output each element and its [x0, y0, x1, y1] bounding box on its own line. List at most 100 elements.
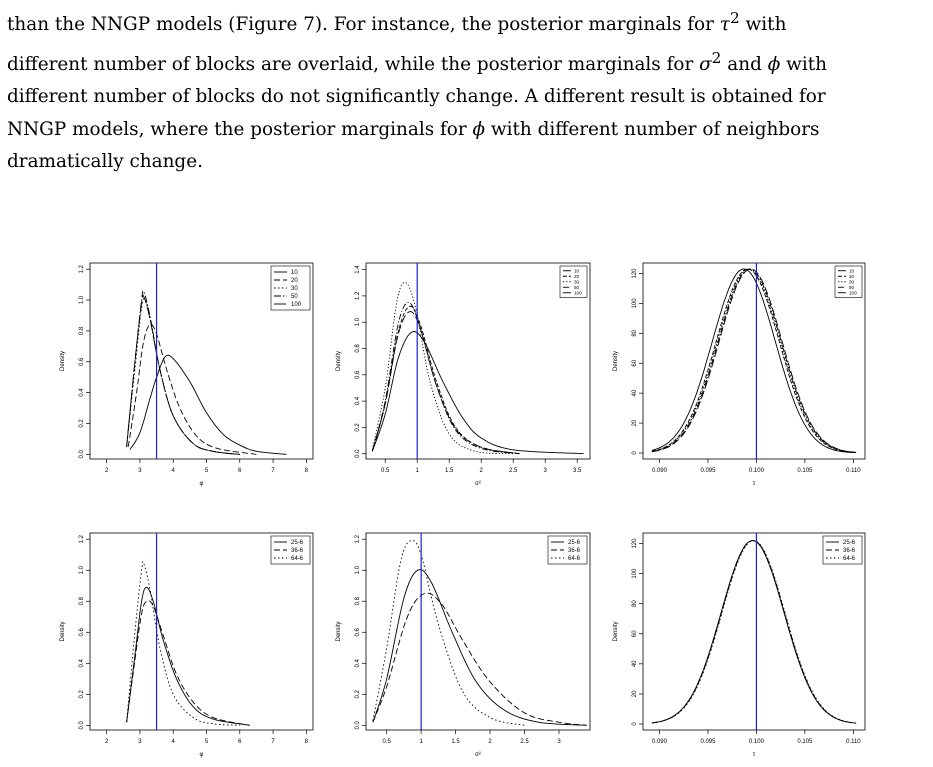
density-curve	[127, 323, 257, 455]
legend-box	[559, 265, 588, 298]
x-axis-label: φ	[200, 752, 204, 758]
y-tick-label: 0.0	[355, 449, 361, 458]
chart-panel: 0.5 1 1.5 2 2.5 3 0.0 0.2 0.4 0.6 0.8 1.0 1.2 Density…	[336, 532, 591, 758]
x-tick-label: 6	[238, 468, 242, 474]
legend-label: 25-6	[568, 540, 581, 546]
y-tick-label: 0.6	[79, 627, 85, 636]
legend-label: 50	[849, 285, 855, 290]
y-tick-label: 0.4	[79, 658, 85, 667]
density-curve	[651, 540, 857, 724]
plot-frame	[89, 262, 314, 460]
y-tick-label: 60	[632, 359, 638, 366]
x-tick-label: 7	[271, 468, 275, 474]
chart-panel: 2 3 4 5 6 7 8 0.0 0.2 0.4 0.6 0.8 1.0 1.2 Density φ 25-6…	[60, 532, 314, 758]
text-line-1: than the NNGP models (Figure 7). For ins…	[7, 9, 787, 36]
legend-label: 64-6	[843, 556, 856, 562]
legend-label: 25-6	[291, 540, 304, 546]
y-tick-label: 100	[632, 568, 638, 579]
chart-panel: 0.090 0.095 0.100 0.105 0.110 0 20 40 60 80 100 120…	[613, 262, 866, 487]
x-tick-label: 0.090	[652, 739, 668, 745]
x-tick-label: 0.095	[700, 468, 716, 474]
x-tick-label: 4	[172, 739, 176, 745]
density-curve	[126, 294, 240, 455]
density-curve	[651, 268, 857, 453]
density-curve	[129, 354, 287, 455]
chart-panel: 2 3 4 5 6 7 8 0.0 0.2 0.4 0.6 0.8 1.0 1.2 Density φ 10 20…	[60, 262, 314, 487]
y-tick-label: 0.8	[79, 326, 85, 335]
text-line-4: NNGP models, where the posterior margina…	[7, 118, 820, 140]
density-curve	[371, 302, 520, 455]
y-tick-label: 1.2	[355, 291, 361, 300]
density-curve	[126, 290, 240, 455]
density-curve	[371, 311, 520, 455]
text-line-5: dramatically change.	[7, 151, 203, 173]
density-curve	[126, 561, 240, 726]
density-curve	[651, 540, 857, 724]
density-curve	[372, 592, 587, 726]
legend-label: 30	[849, 279, 855, 284]
density-curve	[126, 298, 240, 455]
y-axis-label: Density	[336, 351, 342, 371]
x-tick-label: 0.5	[383, 739, 392, 745]
x-tick-label: 2.5	[509, 468, 518, 474]
x-tick-label: 0.110	[846, 468, 861, 474]
y-axis-label: Density	[613, 621, 619, 641]
x-axis-label: τ	[753, 481, 756, 487]
legend-box	[270, 265, 311, 311]
density-curve	[372, 540, 525, 726]
density-curve	[372, 569, 587, 726]
y-tick-label: 0.8	[79, 596, 85, 605]
density-curve	[371, 331, 584, 455]
x-tick-label: 5	[205, 468, 209, 474]
plot-frame	[642, 262, 866, 460]
x-tick-label: 5	[205, 739, 209, 745]
density-curve	[651, 268, 857, 453]
density-curve	[371, 305, 520, 455]
y-tick-label: 20	[632, 690, 638, 697]
y-tick-label: 0.4	[355, 658, 361, 667]
y-tick-label: 0.0	[355, 721, 361, 730]
y-tick-label: 1.2	[355, 534, 361, 543]
legend-label: 25-6	[843, 540, 856, 546]
legend: 25-6 36-6 64-6	[822, 535, 863, 565]
y-axis-label: Density	[60, 621, 66, 641]
y-tick-label: 1.0	[79, 295, 85, 304]
body-paragraph: than the NNGP models (Figure 7). For ins…	[7, 2, 927, 179]
x-tick-label: 2	[488, 739, 492, 745]
legend-label: 100	[849, 290, 857, 295]
density-curve	[126, 600, 250, 726]
density-curve	[651, 540, 857, 724]
y-tick-label: 120	[632, 268, 638, 279]
chart-panel: 0.5 1 1.5 2 2.5 3 3.5 0.0 0.2 0.4 0.6 0.8 1.0 1.2 1.4 D…	[336, 262, 591, 487]
legend-label: 30	[291, 286, 298, 292]
x-tick-label: 3	[544, 468, 548, 474]
y-tick-label: 0.0	[79, 721, 85, 730]
chart-panel: 0.090 0.095 0.100 0.105 0.110 0 20 40 60 80 100 120…	[613, 532, 866, 758]
density-curve	[651, 268, 857, 453]
x-tick-label: 0.100	[749, 739, 765, 745]
x-tick-label: 0.110	[846, 739, 861, 745]
x-tick-label: 1	[419, 739, 423, 745]
legend-label: 100	[291, 302, 302, 308]
x-tick-label: 2	[480, 468, 484, 474]
legend-label: 50	[291, 294, 298, 300]
y-tick-label: 0.0	[79, 450, 85, 459]
y-tick-label: 0	[632, 722, 638, 726]
x-tick-label: 2.5	[520, 739, 529, 745]
legend-box	[834, 265, 863, 298]
legend-label: 64-6	[568, 556, 581, 562]
y-tick-label: 1.0	[79, 565, 85, 574]
plot-frame	[365, 262, 591, 460]
legend-label: 36-6	[291, 548, 304, 554]
legend-label: 36-6	[568, 548, 581, 554]
x-tick-label: 0.095	[700, 739, 716, 745]
x-tick-label: 3	[138, 468, 142, 474]
x-tick-label: 8	[305, 739, 309, 745]
legend: 10 20 30 50 100	[270, 265, 311, 311]
x-tick-label: 4	[172, 468, 176, 474]
y-tick-label: 0.4	[79, 388, 85, 397]
x-tick-label: 0.105	[797, 468, 813, 474]
text-line-3: different number of blocks do not signif…	[7, 86, 826, 108]
y-axis-label: Density	[60, 351, 66, 371]
legend-label: 36-6	[843, 548, 856, 554]
